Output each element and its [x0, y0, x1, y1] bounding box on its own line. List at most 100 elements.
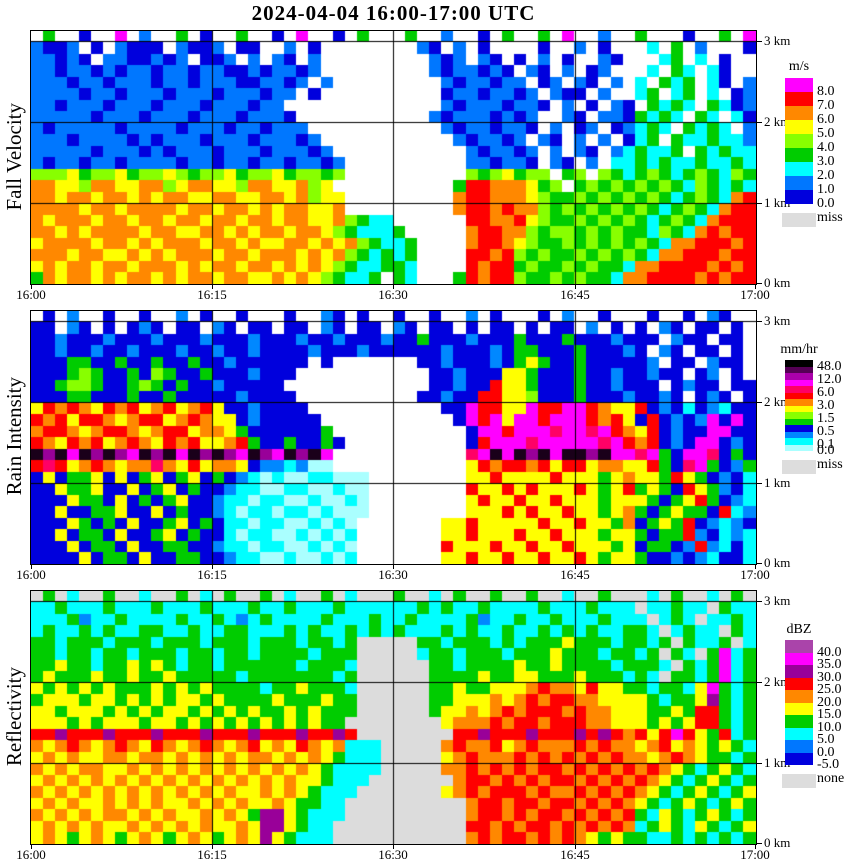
colorbar-value-label: 12.0: [817, 371, 842, 387]
colorbar-cell: [785, 386, 813, 393]
colorbar-cell: [785, 752, 813, 765]
colorbar-value-label: 35.0: [817, 657, 842, 672]
x-tick-mark: [212, 845, 213, 849]
colorbar-cell: [785, 360, 813, 367]
colorbar-value-label: 1.5: [817, 410, 835, 426]
km-tick-mark: [757, 763, 762, 764]
x-tick-mark: [755, 285, 756, 289]
x-tick-mark: [575, 565, 576, 569]
km-tick-label: 2 km: [764, 394, 791, 409]
colorbar-cell: [785, 148, 813, 162]
x-tick-label: 16:00: [16, 287, 46, 302]
km-tick-mark: [757, 41, 762, 42]
x-tick-mark: [575, 285, 576, 289]
km-tick-label: 1 km: [764, 475, 791, 490]
km-tick-mark: [757, 843, 762, 844]
colorbar-miss-label: none: [817, 771, 845, 786]
x-tick-mark: [212, 565, 213, 569]
km-tick-label: 3 km: [764, 593, 791, 608]
colorbar-cell: [785, 665, 813, 678]
km-tick-label: 3 km: [764, 33, 791, 48]
km-tick-label: 0 km: [764, 555, 791, 570]
colorbar-cell: [785, 405, 813, 412]
x-tick-label: 17:00: [740, 287, 770, 302]
colorbar-value-label: 3.0: [817, 154, 835, 169]
y-axis-title-rain-intensity: Rain Intensity: [1, 377, 26, 496]
colorbar-cell: [785, 120, 813, 134]
panel-reflectivity: 16:00 16:15 16:30 16:45 17:00 3 km 2 km 1 km 0 k…: [16, 590, 850, 865]
x-tick-label: 16:30: [378, 287, 408, 302]
colorbar-value-label: 0.1: [817, 436, 835, 452]
colorbar-value-label: 0.0: [817, 196, 835, 211]
x-tick-label: 16:45: [560, 567, 590, 582]
km-tick-mark: [757, 283, 762, 284]
colorbar-value-label: -5.0: [817, 757, 840, 772]
x-tick-label: 16:00: [16, 567, 46, 582]
colorbar-title-dbz: dBZ: [786, 622, 812, 637]
km-tick-label: 0 km: [764, 275, 791, 290]
colorbar-cell: [785, 373, 813, 380]
km-tick-label: 2 km: [764, 114, 791, 129]
km-tick-mark: [757, 601, 762, 602]
colorbar-cell: [785, 418, 813, 425]
x-tick-label: 16:30: [378, 847, 408, 862]
x-tick-label: 16:00: [16, 847, 46, 862]
colorbar-cell: [785, 190, 813, 204]
colorbar-cell: [785, 727, 813, 740]
x-tick-label: 16:45: [560, 847, 590, 862]
km-tick-mark: [757, 402, 762, 403]
colorbar-reflectivity: 40.0 35.0 30.0 25.0 20.0 15.0 10.0 5.0 0.0 -5.0 no…: [782, 640, 844, 788]
colorbar-value-label: 0.0: [817, 443, 835, 458]
colorbar-value-label: 7.0: [817, 98, 835, 113]
y-axis-title-fall-velocity: Fall Velocity: [1, 102, 26, 211]
colorbar-cell: [785, 379, 813, 386]
colorbar-cell: [785, 702, 813, 715]
km-tick-mark: [757, 682, 762, 683]
colorbar-value-label: 5.0: [817, 732, 835, 747]
colorbar-value-label: 48.0: [817, 358, 842, 374]
rain-intensity-heatmap: [31, 311, 756, 564]
colorbar-miss-swatch: [782, 213, 816, 227]
colorbar-value-label: 20.0: [817, 694, 842, 710]
colorbar-value-label: 2.0: [817, 168, 835, 183]
x-tick-mark: [755, 845, 756, 849]
colorbar-value-label: 6.0: [817, 384, 835, 400]
fall-velocity-plot-area: [30, 30, 757, 285]
x-tick-mark: [31, 565, 32, 569]
km-tick-mark: [757, 483, 762, 484]
colorbar-value-label: 40.0: [817, 644, 842, 660]
km-tick-label: 0 km: [764, 835, 791, 850]
x-tick-mark: [212, 285, 213, 289]
colorbar-cell: [785, 162, 813, 176]
colorbar-value-label: 15.0: [817, 707, 842, 722]
reflectivity-plot-area: [30, 590, 757, 845]
reflectivity-heatmap: [31, 591, 756, 844]
colorbar-cell: [785, 106, 813, 120]
x-tick-mark: [393, 565, 394, 569]
colorbar-value-label: 0.0: [817, 744, 835, 760]
x-tick-label: 16:15: [197, 847, 227, 862]
panel-rain-intensity: 16:00 16:15 16:30 16:45 17:00 3 km 2 km 1 km 0 k…: [16, 310, 850, 585]
km-tick-label: 3 km: [764, 313, 791, 328]
colorbar-miss-swatch: [782, 774, 816, 788]
colorbar-cell: [785, 444, 813, 451]
y-axis-title-reflectivity: Reflectivity: [1, 666, 26, 767]
colorbar-rain-intensity: 48.0 12.0 6.0 3.0 1.5 0.5 0.1 0.0 miss: [782, 359, 843, 474]
km-tick-mark: [757, 321, 762, 322]
colorbar-value-label: 30.0: [817, 669, 842, 685]
km-tick-mark: [757, 122, 762, 123]
x-tick-mark: [31, 845, 32, 849]
colorbar-miss-label: miss: [817, 210, 843, 225]
x-tick-label: 17:00: [740, 847, 770, 862]
colorbar-cell: [785, 399, 813, 406]
colorbar-cell: [785, 715, 813, 728]
x-tick-label: 16:15: [197, 567, 227, 582]
x-tick-label: 17:00: [740, 567, 770, 582]
fall-velocity-heatmap: [31, 31, 756, 284]
colorbar-value-label: 5.0: [817, 126, 835, 141]
colorbar-cell: [785, 431, 813, 438]
colorbar-value-label: 10.0: [817, 719, 842, 735]
colorbar-cell: [785, 740, 813, 753]
colorbar-fall-velocity: 8.0 7.0 6.0 5.0 4.0 3.0 2.0 1.0 0.0 miss: [782, 78, 843, 227]
